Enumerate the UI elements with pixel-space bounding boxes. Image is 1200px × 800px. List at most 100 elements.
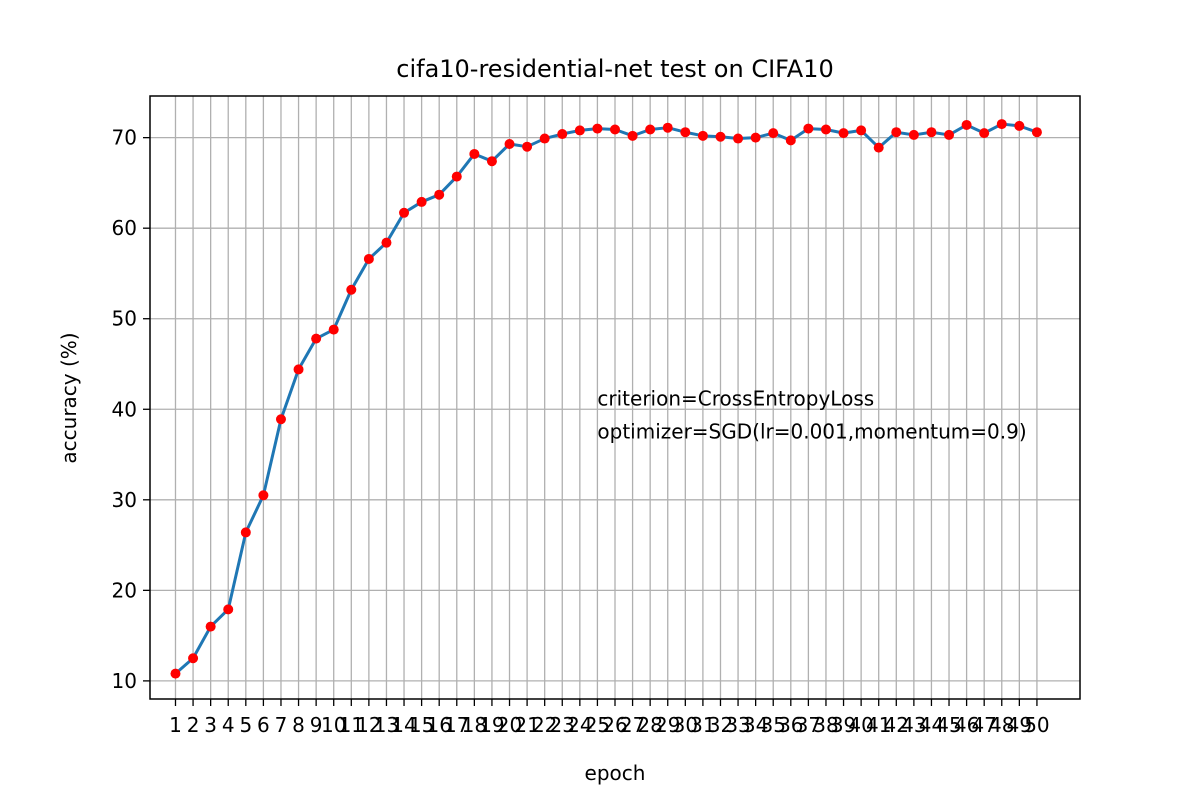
data-point — [522, 141, 533, 152]
data-point — [434, 189, 445, 200]
x-tick-label: 35 — [760, 713, 785, 737]
grid — [150, 96, 1080, 699]
y-axis-label: accuracy (%) — [57, 332, 81, 463]
data-point — [715, 131, 726, 142]
data-point — [645, 124, 656, 135]
x-tick-label: 11 — [339, 713, 364, 737]
x-tick-label: 42 — [884, 713, 909, 737]
x-tick-label: 30 — [673, 713, 698, 737]
x-tick-label: 31 — [690, 713, 715, 737]
y-tick-label: 30 — [112, 488, 137, 512]
data-point — [275, 414, 286, 425]
x-tick-label: 3 — [204, 713, 217, 737]
x-tick-label: 26 — [602, 713, 627, 737]
x-tick-label: 46 — [954, 713, 979, 737]
data-point — [451, 171, 462, 182]
x-tick-label: 20 — [497, 713, 522, 737]
x-tick-label: 37 — [796, 713, 821, 737]
x-tick-label: 19 — [479, 713, 504, 737]
data-point — [610, 124, 620, 135]
data-point — [979, 128, 990, 139]
x-tick-label: 4 — [222, 713, 235, 737]
data-point — [363, 253, 374, 264]
x-tick-label: 1 — [169, 713, 182, 737]
data-point — [170, 668, 181, 679]
x-tick-label: 38 — [813, 713, 838, 737]
x-tick-label: 15 — [409, 713, 434, 737]
data-point — [662, 122, 673, 133]
data-point — [750, 132, 761, 143]
x-tick-label: 50 — [1024, 713, 1049, 737]
x-tick-label: 32 — [708, 713, 733, 737]
x-tick-label: 13 — [374, 713, 399, 737]
data-point — [311, 333, 322, 344]
data-point — [188, 653, 199, 664]
data-point — [838, 128, 849, 139]
y-tick-label: 10 — [112, 669, 137, 693]
data-point — [680, 127, 691, 138]
x-tick-label: 18 — [462, 713, 487, 737]
data-point — [381, 237, 392, 248]
data-point — [891, 127, 902, 138]
x-tick-label: 23 — [550, 713, 575, 737]
data-point — [820, 124, 831, 135]
data-point — [258, 490, 269, 501]
data-point — [486, 156, 497, 167]
x-tick-label: 8 — [292, 713, 305, 737]
y-tick-label: 20 — [112, 578, 137, 602]
x-tick-label: 34 — [743, 713, 768, 737]
data-point — [539, 133, 550, 144]
x-tick-label: 49 — [1007, 713, 1032, 737]
data-point — [944, 129, 955, 140]
annotation-optimizer: optimizer=SGD(lr=0.001,momentum=0.9) — [597, 419, 1026, 443]
x-tick-label: 22 — [532, 713, 557, 737]
x-tick-label: 12 — [356, 713, 381, 737]
data-point — [768, 128, 779, 139]
data-point — [223, 604, 234, 615]
x-tick-label: 36 — [778, 713, 803, 737]
annotation-criterion: criterion=CrossEntropyLoss — [597, 386, 874, 410]
x-tick-label: 25 — [585, 713, 610, 737]
data-point — [205, 621, 216, 632]
x-tick-label: 43 — [901, 713, 926, 737]
data-point — [574, 125, 585, 136]
data-point — [1031, 127, 1042, 138]
data-point — [346, 284, 357, 295]
x-tick-label: 16 — [426, 713, 451, 737]
data-point — [1014, 120, 1025, 131]
y-tick-label: 60 — [112, 216, 137, 240]
x-tick-label: 10 — [321, 713, 346, 737]
chart-title: cifa10-residential-net test on CIFA10 — [396, 55, 833, 83]
y-axis: 10 20 30 40 50 60 70 — [112, 126, 150, 693]
x-tick-label: 39 — [831, 713, 856, 737]
x-axis-label: epoch — [585, 761, 646, 785]
x-tick-label: 7 — [275, 713, 288, 737]
x-tick-label: 45 — [936, 713, 961, 737]
x-tick-label: 5 — [239, 713, 252, 737]
x-tick-label: 48 — [989, 713, 1014, 737]
x-tick-label: 6 — [257, 713, 270, 737]
series — [170, 119, 1042, 679]
x-tick-label: 33 — [725, 713, 750, 737]
x-tick-label: 47 — [971, 713, 996, 737]
y-tick-label: 40 — [112, 397, 137, 421]
x-tick-label: 2 — [187, 713, 200, 737]
x-tick-label: 14 — [391, 713, 416, 737]
x-tick-label: 9 — [310, 713, 323, 737]
data-point — [961, 119, 972, 130]
x-tick-label: 44 — [919, 713, 944, 737]
data-point — [873, 142, 884, 153]
data-point — [697, 130, 708, 141]
data-point — [293, 364, 304, 375]
x-tick-label: 27 — [620, 713, 645, 737]
data-point — [557, 129, 568, 140]
x-tick-label: 41 — [866, 713, 891, 737]
y-tick-label: 50 — [112, 307, 137, 331]
data-point — [328, 324, 339, 335]
data-point — [399, 207, 410, 218]
x-tick-label: 21 — [514, 713, 539, 737]
data-point — [803, 123, 814, 134]
data-point — [627, 130, 638, 141]
data-point — [785, 135, 796, 146]
